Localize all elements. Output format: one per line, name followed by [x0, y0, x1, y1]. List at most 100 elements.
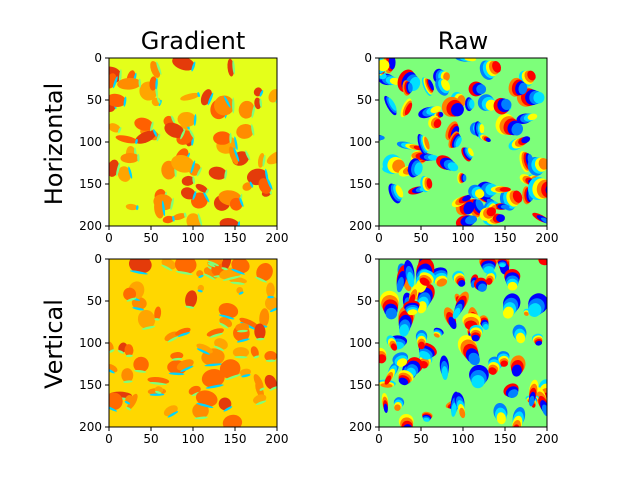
x-tick-label: 200 — [536, 432, 559, 446]
heatmap-edge — [249, 181, 254, 188]
heatmap-blob — [123, 287, 137, 301]
heatmap-blob — [109, 392, 123, 411]
heatmap-edge — [233, 147, 240, 162]
heatmap-blob — [235, 323, 250, 332]
heatmap-edge — [128, 166, 133, 179]
heatmap-edge — [203, 273, 216, 280]
heatmap-blob — [527, 113, 538, 121]
heatmap-blob — [383, 403, 388, 413]
heatmap-blob — [496, 412, 506, 425]
heatmap-blob — [499, 187, 511, 192]
heatmap-blob — [500, 204, 510, 209]
heatmap-blob — [451, 103, 464, 117]
heatmap-edge — [180, 129, 186, 140]
heatmap-blob — [385, 307, 398, 320]
heatmap-blob — [264, 296, 277, 311]
heatmap-blob — [467, 147, 474, 157]
heatmap-blob — [117, 166, 132, 182]
heatmap-edge — [171, 357, 183, 361]
heatmap-edge — [190, 160, 196, 174]
heatmap-blob — [469, 99, 475, 109]
heatmap-edge — [194, 416, 208, 420]
heatmap-blob — [236, 124, 254, 139]
y-tick-label: 200 — [349, 219, 372, 233]
heatmap-edge — [255, 276, 267, 283]
heatmap-edge — [117, 127, 122, 134]
heatmap-blob — [219, 359, 241, 379]
heatmap-blob — [477, 283, 487, 292]
heatmap-edge — [172, 215, 175, 222]
heatmap-edge — [236, 221, 240, 226]
heatmap-edge — [123, 96, 127, 107]
heatmap-blob — [128, 259, 152, 274]
heatmap-blob — [414, 162, 423, 176]
y-tick-label: 200 — [79, 420, 102, 434]
x-tick-label: 100 — [452, 432, 475, 446]
heatmap-blob — [430, 106, 442, 114]
heatmap-blob — [423, 417, 430, 422]
heatmap-blob — [254, 97, 262, 110]
heatmap-blob — [403, 424, 413, 427]
heatmap-blob — [471, 334, 480, 342]
heatmap-edge — [117, 350, 125, 354]
heatmap-edge — [209, 332, 224, 338]
y-tick-label: 100 — [349, 135, 372, 149]
heatmap-blob — [404, 102, 413, 116]
heatmap-blobs — [109, 259, 277, 427]
heatmap-edge — [232, 60, 236, 75]
heatmap-edge — [213, 345, 225, 351]
heatmap-edge — [205, 188, 209, 194]
y-tick-label: 150 — [349, 177, 372, 191]
heatmap-edge — [171, 115, 176, 124]
heatmap-blob — [109, 123, 121, 133]
heatmap-blob — [253, 374, 264, 391]
x-tick-label: 0 — [375, 432, 383, 446]
heatmap-edge — [193, 114, 197, 126]
heatmap-blob — [447, 162, 459, 172]
heatmap-edge — [221, 267, 228, 271]
heatmap-blob — [254, 323, 266, 340]
heatmap-blob — [181, 175, 195, 186]
heatmap-blob — [499, 263, 506, 268]
heatmap-edge — [136, 205, 139, 211]
heatmap-blob — [175, 327, 191, 336]
heatmap-edge — [207, 260, 219, 267]
heatmap-blob — [390, 343, 398, 351]
y-tick-label: 100 — [79, 336, 102, 350]
heatmap-edge — [253, 355, 260, 359]
y-tick-label: 150 — [349, 378, 372, 392]
heatmap-blob — [219, 218, 240, 226]
heatmap-blob — [266, 282, 275, 298]
heatmap-edge — [207, 262, 216, 268]
heatmap-blob — [121, 368, 134, 383]
heatmap-blob — [109, 159, 120, 177]
y-tick-label: 50 — [87, 294, 102, 308]
heatmap-blob — [127, 393, 138, 410]
heatmap-edge — [207, 92, 214, 106]
heatmap-edge — [229, 132, 232, 144]
heatmap-blob — [201, 369, 225, 388]
heatmap-edge — [137, 153, 140, 162]
x-tick-label: 0 — [375, 231, 383, 245]
heatmap-blob — [242, 182, 253, 191]
heatmap-edge — [126, 407, 132, 411]
heatmap-edge — [282, 148, 288, 156]
heatmap-edge — [109, 349, 115, 353]
heatmap-edge — [269, 306, 277, 313]
heatmap-blob — [195, 390, 218, 407]
heatmap-blob — [485, 277, 493, 285]
y-tick-label: 50 — [87, 93, 102, 107]
heatmap-blob — [433, 119, 442, 128]
heatmap-blob — [120, 152, 140, 164]
heatmap-blob — [501, 98, 512, 110]
column-title-gradient: Gradient — [141, 27, 245, 55]
heatmap-blob — [396, 358, 408, 367]
heatmap-blob — [395, 185, 404, 198]
heatmap-blob — [380, 383, 393, 388]
heatmap-edge — [236, 338, 250, 343]
heatmap-blob — [231, 259, 250, 274]
heatmap-edge — [109, 368, 115, 374]
heatmap-edge — [135, 138, 138, 145]
heatmap-blob — [424, 136, 430, 150]
